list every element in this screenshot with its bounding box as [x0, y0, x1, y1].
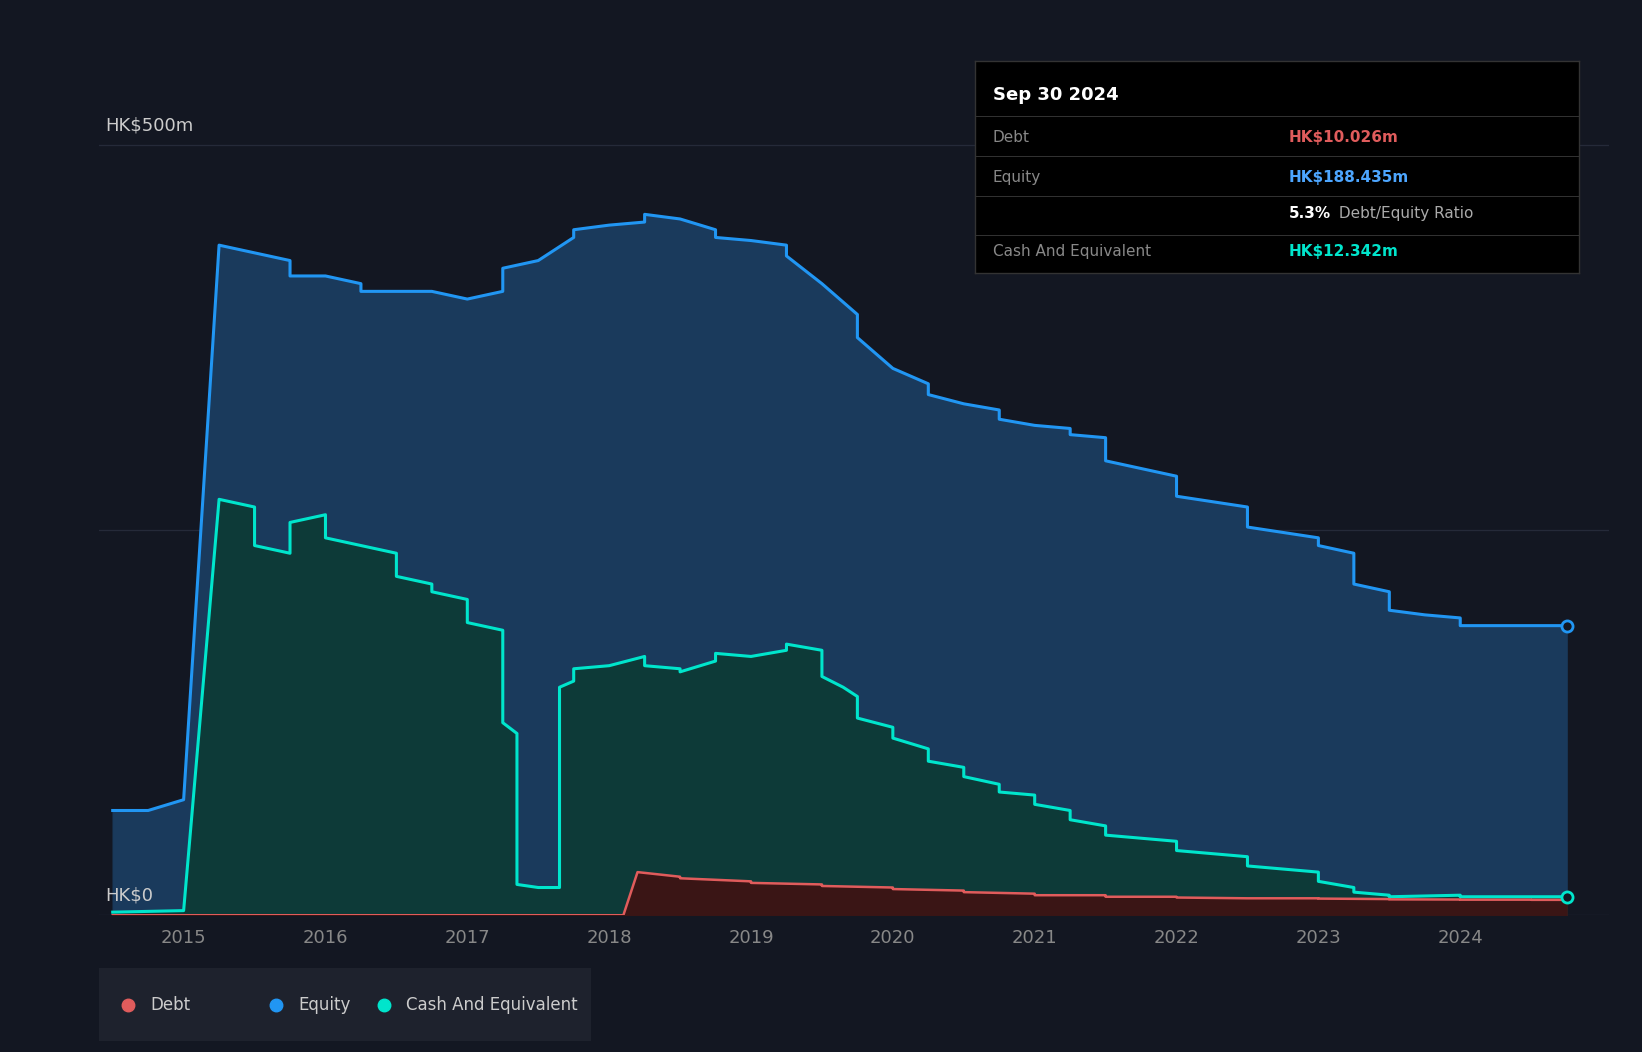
Text: Equity: Equity	[993, 170, 1041, 185]
Text: Equity: Equity	[299, 995, 350, 1014]
Text: Sep 30 2024: Sep 30 2024	[993, 86, 1118, 104]
Text: HK$12.342m: HK$12.342m	[1289, 244, 1399, 259]
Text: Debt: Debt	[993, 129, 1030, 145]
Text: Debt/Equity Ratio: Debt/Equity Ratio	[1335, 206, 1473, 221]
Text: HK$0: HK$0	[105, 887, 154, 905]
Text: Debt: Debt	[151, 995, 190, 1014]
Text: Cash And Equivalent: Cash And Equivalent	[406, 995, 578, 1014]
Text: 5.3%: 5.3%	[1289, 206, 1332, 221]
Text: HK$10.026m: HK$10.026m	[1289, 129, 1399, 145]
Text: Cash And Equivalent: Cash And Equivalent	[993, 244, 1151, 259]
Text: HK$500m: HK$500m	[105, 116, 194, 135]
Text: HK$188.435m: HK$188.435m	[1289, 170, 1409, 185]
